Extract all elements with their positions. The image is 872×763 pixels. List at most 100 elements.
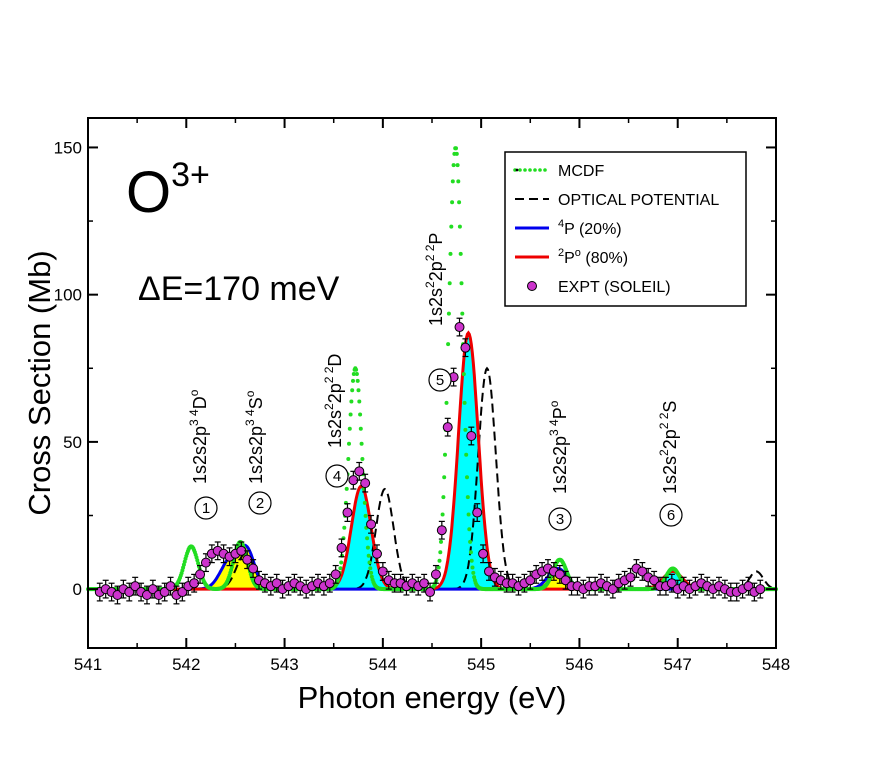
x-tick-label: 547 [664, 655, 692, 674]
expt-point [755, 584, 766, 595]
mcdf-dot [437, 558, 442, 563]
mcdf-dot [469, 558, 474, 563]
state-sup: 2 [657, 449, 671, 456]
state-term-sup: o [547, 400, 561, 407]
mcdf-dot [442, 475, 447, 480]
expt-point [371, 548, 382, 559]
expt-point [460, 342, 471, 353]
mcdf-dot [456, 179, 461, 184]
mcdf-dot [443, 452, 447, 457]
mcdf-dot [457, 224, 462, 229]
circle-number-2: 2 [256, 495, 264, 512]
mcdf-dot [438, 550, 443, 555]
state-sup-2: 2 2 [423, 244, 437, 261]
mcdf-dot [471, 570, 476, 575]
mcdf-dot [346, 457, 351, 461]
expt-point [354, 466, 365, 477]
legend-text-part: OPTICAL POTENTIAL [558, 192, 719, 209]
mcdf-dot [365, 545, 370, 550]
mcdf-dot [338, 566, 343, 571]
state-term: P [426, 233, 446, 245]
state-config: 1s2s2p [190, 426, 210, 484]
state-config: 1s2s [660, 456, 680, 494]
state-term: D [325, 354, 345, 367]
mcdf-dot [349, 399, 354, 404]
mcdf-dot [450, 200, 455, 205]
state-term: P [550, 407, 570, 419]
state-label-5: 1s2s22p2 2P [423, 233, 446, 326]
mcdf-dot [344, 486, 349, 491]
circle-number-4: 4 [333, 468, 341, 485]
mcdf-dot [369, 574, 374, 579]
state-config: 1s2s2p [550, 436, 570, 494]
x-tick-label: 541 [74, 655, 102, 674]
mcdf-dot [465, 475, 469, 480]
state-config-2: 2p [426, 261, 446, 281]
expt-point [124, 587, 135, 598]
state-label-1: 1s2s2p3 4Do [187, 389, 210, 484]
mcdf-dot [196, 561, 201, 566]
mcdf-dot [360, 457, 365, 461]
mcdf-dot [365, 536, 370, 541]
expt-point [637, 566, 648, 577]
mcdf-dot [449, 224, 454, 229]
mcdf-dot [356, 388, 361, 393]
fill-doublet-543 [323, 486, 398, 590]
legend-mcdf-dot [518, 168, 522, 172]
mcdf-dot [358, 412, 363, 417]
state-sup: 3 4 [187, 409, 201, 426]
mcdf-dot [440, 512, 445, 517]
mcdf-dot [464, 452, 469, 457]
legend-text-part: (80%) [581, 250, 628, 267]
expt-point [525, 575, 536, 586]
state-term-sup: o [243, 390, 257, 397]
circle-marker-1 [194, 496, 218, 520]
state-config-2: 2p [325, 383, 345, 403]
expt-point [649, 575, 660, 586]
expt-point [478, 548, 489, 559]
mcdf-dot [450, 179, 455, 184]
mcdf-dot [451, 163, 456, 168]
state-label-6: 1s2s22p2 2S [657, 401, 680, 494]
mcdf-dot [463, 427, 468, 432]
state-sup: 3 4 [243, 409, 257, 426]
mcdf-dot [466, 512, 471, 517]
mcdf-dot [465, 495, 470, 500]
mcdf-dot [439, 539, 443, 544]
state-sup: 3 4 [547, 419, 561, 436]
mcdf-dot [472, 575, 477, 580]
mcdf-dot [470, 565, 475, 570]
expt-point [666, 578, 677, 589]
x-tick-label: 544 [369, 655, 397, 674]
x-axis-title: Photon energy (eV) [298, 680, 567, 715]
circle-marker-3 [548, 507, 572, 531]
mcdf-dot [367, 560, 372, 565]
mcdf-dot [354, 367, 359, 372]
x-tick-label: 545 [467, 655, 495, 674]
legend-mcdf-dot [513, 168, 517, 172]
circle-number-1: 1 [202, 500, 210, 517]
mcdf-dot [457, 200, 462, 205]
expt-point [366, 519, 377, 530]
mcdf-dot [446, 311, 451, 316]
state-sup-2: 2 2 [657, 412, 671, 429]
state-sup-2: 2 2 [322, 366, 336, 383]
circle-marker-4 [325, 464, 349, 488]
mcdf-dot [458, 251, 463, 256]
x-tick-label: 546 [565, 655, 593, 674]
circle-number-5: 5 [436, 372, 444, 389]
legend-mcdf-dot [533, 168, 537, 172]
mcdf-dot [448, 251, 453, 256]
y-tick-label: 150 [54, 138, 82, 157]
mcdf-dot [454, 146, 458, 151]
mcdf-dot [342, 525, 347, 530]
mcdf-dot [446, 342, 451, 347]
mcdf-dot [468, 550, 473, 555]
x-tick-label: 548 [762, 655, 790, 674]
expt-point [360, 478, 371, 489]
mcdf-dot [350, 388, 355, 393]
ion-base: O [126, 160, 171, 225]
mcdf-dot [459, 281, 464, 286]
x-tick-label: 543 [270, 655, 298, 674]
